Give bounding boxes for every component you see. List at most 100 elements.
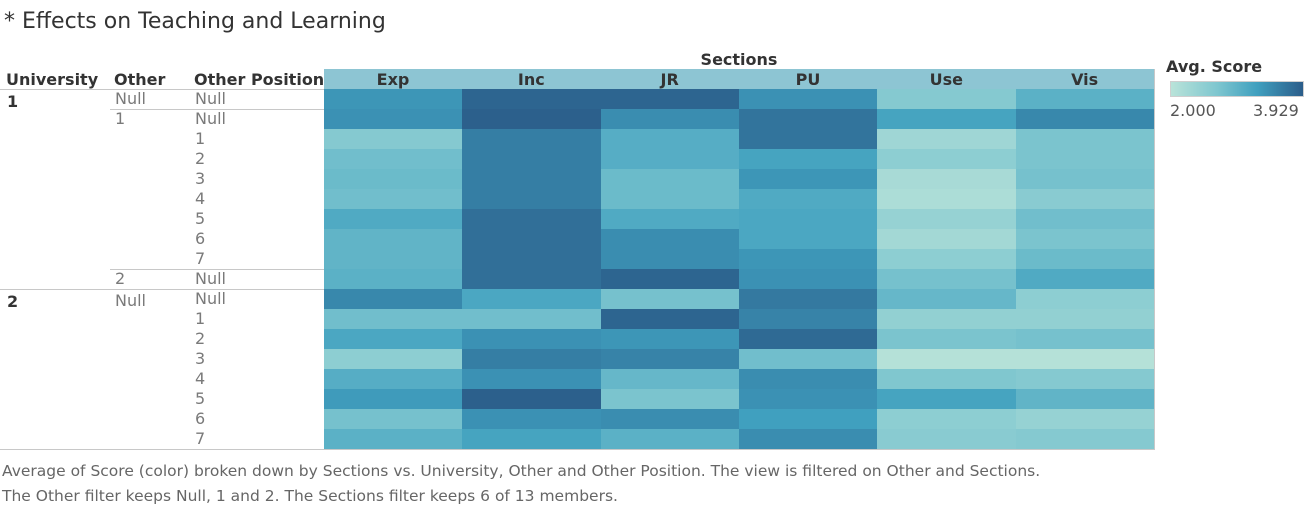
heatmap-cell[interactable]	[877, 109, 1016, 129]
heatmap-cell[interactable]	[324, 349, 462, 369]
heatmap-cell[interactable]	[877, 289, 1016, 309]
heatmap-cell[interactable]	[739, 349, 877, 369]
section-header-vis[interactable]: Vis	[1071, 70, 1099, 89]
other-column-header[interactable]: Other	[114, 70, 166, 89]
other-position-label[interactable]: 4	[195, 189, 206, 208]
heatmap-cell[interactable]	[462, 309, 601, 329]
other-position-label[interactable]: Null	[195, 109, 226, 128]
heatmap-cell[interactable]	[877, 389, 1016, 409]
other-position-label[interactable]: 5	[195, 389, 206, 408]
heatmap-cell[interactable]	[462, 149, 601, 169]
heatmap-cell[interactable]	[601, 129, 739, 149]
heatmap-cell[interactable]	[601, 149, 739, 169]
heatmap-cell[interactable]	[601, 249, 739, 269]
heatmap-cell[interactable]	[739, 129, 877, 149]
heatmap-cell[interactable]	[1016, 89, 1154, 109]
heatmap-cell[interactable]	[1016, 229, 1154, 249]
heatmap-cell[interactable]	[462, 169, 601, 189]
other-position-label[interactable]: 1	[195, 129, 206, 148]
section-header-exp[interactable]: Exp	[376, 70, 410, 89]
heatmap-cell[interactable]	[601, 269, 739, 289]
heatmap-cell[interactable]	[877, 369, 1016, 389]
heatmap-cell[interactable]	[1016, 129, 1154, 149]
section-header-jr[interactable]: JR	[660, 70, 679, 89]
heatmap-cell[interactable]	[324, 389, 462, 409]
heatmap-cell[interactable]	[739, 389, 877, 409]
other-position-label[interactable]: 3	[195, 169, 206, 188]
heatmap-cell[interactable]	[739, 229, 877, 249]
heatmap-cell[interactable]	[324, 429, 462, 449]
heatmap-cell[interactable]	[1016, 249, 1154, 269]
other-label[interactable]: Null	[115, 89, 146, 108]
heatmap-cell[interactable]	[462, 289, 601, 309]
heatmap-cell[interactable]	[601, 329, 739, 349]
heatmap-cell[interactable]	[1016, 209, 1154, 229]
heatmap-cell[interactable]	[1016, 169, 1154, 189]
heatmap-cell[interactable]	[601, 189, 739, 209]
heatmap-cell[interactable]	[739, 169, 877, 189]
heatmap-cell[interactable]	[877, 189, 1016, 209]
heatmap-cell[interactable]	[324, 289, 462, 309]
heatmap-cell[interactable]	[462, 89, 601, 109]
heatmap-cell[interactable]	[324, 209, 462, 229]
heatmap-cell[interactable]	[877, 209, 1016, 229]
heatmap-cell[interactable]	[601, 369, 739, 389]
heatmap-cell[interactable]	[1016, 109, 1154, 129]
heatmap-cell[interactable]	[739, 109, 877, 129]
heatmap-cell[interactable]	[462, 269, 601, 289]
heatmap-cell[interactable]	[877, 329, 1016, 349]
heatmap-cell[interactable]	[601, 349, 739, 369]
other-position-label[interactable]: Null	[195, 289, 226, 308]
color-legend-gradient[interactable]	[1170, 81, 1304, 97]
other-position-label[interactable]: 3	[195, 349, 206, 368]
heatmap-cell[interactable]	[462, 349, 601, 369]
other-position-label[interactable]: Null	[195, 89, 226, 108]
heatmap-cell[interactable]	[462, 189, 601, 209]
other-position-label[interactable]: 7	[195, 249, 206, 268]
heatmap-cell[interactable]	[739, 149, 877, 169]
heatmap-cell[interactable]	[877, 129, 1016, 149]
other-position-column-header[interactable]: Other Position	[194, 70, 325, 89]
heatmap-cell[interactable]	[739, 249, 877, 269]
heatmap-cell[interactable]	[462, 109, 601, 129]
heatmap-cell[interactable]	[739, 369, 877, 389]
other-label[interactable]: 2	[115, 269, 126, 288]
heatmap-cell[interactable]	[739, 89, 877, 109]
heatmap-cell[interactable]	[462, 229, 601, 249]
heatmap-cell[interactable]	[462, 409, 601, 429]
section-header-pu[interactable]: PU	[795, 70, 821, 89]
university-label[interactable]: 2	[7, 292, 19, 311]
heatmap-cell[interactable]	[877, 249, 1016, 269]
heatmap-cell[interactable]	[1016, 149, 1154, 169]
heatmap-cell[interactable]	[1016, 189, 1154, 209]
heatmap-cell[interactable]	[601, 289, 739, 309]
heatmap-cell[interactable]	[601, 89, 739, 109]
heatmap-cell[interactable]	[739, 269, 877, 289]
heatmap-cell[interactable]	[462, 209, 601, 229]
heatmap-cell[interactable]	[739, 309, 877, 329]
heatmap-cell[interactable]	[462, 369, 601, 389]
heatmap-cell[interactable]	[739, 409, 877, 429]
heatmap-cell[interactable]	[324, 129, 462, 149]
heatmap-cell[interactable]	[462, 329, 601, 349]
heatmap-cell[interactable]	[877, 429, 1016, 449]
heatmap-cell[interactable]	[324, 89, 462, 109]
heatmap-cell[interactable]	[324, 229, 462, 249]
heatmap-cell[interactable]	[1016, 389, 1154, 409]
other-label[interactable]: 1	[115, 109, 126, 128]
heatmap-cell[interactable]	[739, 289, 877, 309]
heatmap-cell[interactable]	[1016, 369, 1154, 389]
university-label[interactable]: 1	[7, 92, 19, 111]
other-position-label[interactable]: 2	[195, 329, 206, 348]
other-position-label[interactable]: 2	[195, 149, 206, 168]
heatmap-cell[interactable]	[1016, 349, 1154, 369]
heatmap-cell[interactable]	[324, 329, 462, 349]
other-position-label[interactable]: 6	[195, 229, 206, 248]
heatmap-cell[interactable]	[462, 389, 601, 409]
heatmap-cell[interactable]	[877, 409, 1016, 429]
heatmap-cell[interactable]	[324, 109, 462, 129]
heatmap-cell[interactable]	[877, 309, 1016, 329]
heatmap-cell[interactable]	[1016, 309, 1154, 329]
heatmap-cell[interactable]	[462, 129, 601, 149]
heatmap-cell[interactable]	[1016, 429, 1154, 449]
